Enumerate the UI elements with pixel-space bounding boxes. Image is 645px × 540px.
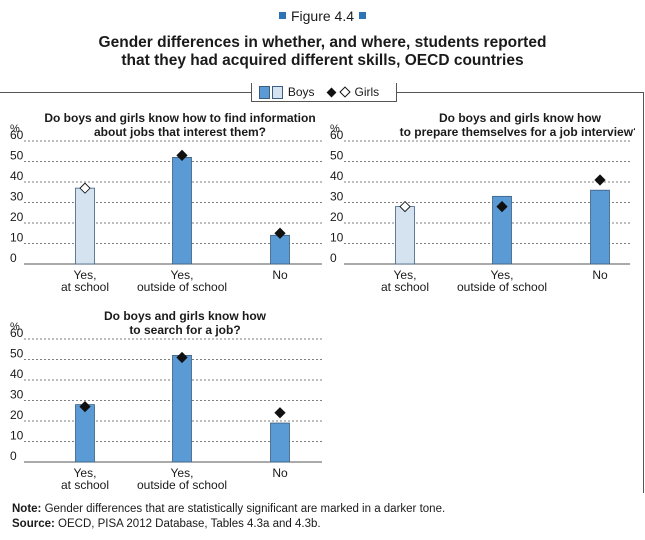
chart-title-line: that they had acquired different skills,… xyxy=(121,52,524,69)
marker-girls xyxy=(79,182,91,194)
source-text: OECD, PISA 2012 Database, Tables 4.3a an… xyxy=(54,518,321,530)
legend-boys-dark-swatch xyxy=(258,85,270,99)
chart-title-line: Gender differences in whether, and where… xyxy=(98,34,547,51)
x-category-label: outside of school xyxy=(137,478,227,492)
x-category-label: Yes, xyxy=(171,466,194,480)
legend-boys-light-swatch xyxy=(271,85,283,99)
square-bullet-icon xyxy=(278,12,286,19)
marker-girls xyxy=(176,149,188,161)
marker-girls xyxy=(274,407,286,419)
bar-boys xyxy=(75,404,95,463)
y-tick-label: 40 xyxy=(10,367,24,381)
x-category-label: No xyxy=(592,268,608,282)
y-tick-label: 40 xyxy=(10,169,24,183)
y-tick-label: 10 xyxy=(10,231,24,245)
bar-boys xyxy=(590,189,610,265)
chart-panel-jobs-information: Do boys and girls know how to find infor… xyxy=(10,111,322,294)
y-tick-label: 20 xyxy=(330,210,344,224)
x-category-label: Yes, xyxy=(74,268,97,282)
square-bullet-icon xyxy=(359,12,367,19)
x-category-label: outside of school xyxy=(137,280,227,294)
legend-girls-light-diamond-icon xyxy=(338,86,351,98)
marker-girls xyxy=(79,401,91,413)
y-tick-label: 50 xyxy=(10,347,24,361)
bar-boys xyxy=(172,157,192,265)
y-axis-unit-label: % xyxy=(10,123,20,135)
bar-boys xyxy=(492,195,512,265)
y-tick-label: 0 xyxy=(10,251,17,265)
y-tick-label: 20 xyxy=(10,408,24,422)
y-tick-label: 30 xyxy=(10,190,24,204)
legend-girls-dark-diamond-icon xyxy=(326,87,336,97)
y-tick-label: 50 xyxy=(10,149,24,163)
marker-girls xyxy=(274,227,286,239)
x-category-label: at school xyxy=(381,280,429,294)
marker-girls xyxy=(399,200,411,213)
panel-title-line: to search for a job? xyxy=(129,323,240,337)
source-label: Source: xyxy=(12,518,55,530)
y-tick-label: 40 xyxy=(330,169,344,183)
bar-boys xyxy=(395,206,415,265)
chart-title: Gender differences in whether, and where… xyxy=(40,34,605,70)
x-category-label: Yes, xyxy=(74,466,97,480)
y-axis-unit-label: % xyxy=(330,123,340,135)
y-tick-label: 60 xyxy=(330,128,344,142)
x-category-label: at school xyxy=(61,478,109,492)
y-tick-label: 0 xyxy=(330,251,337,265)
panel-title-line: about jobs that interest them? xyxy=(94,125,266,139)
legend-boys-label: Boys xyxy=(287,85,315,99)
x-category-label: Yes, xyxy=(491,268,514,282)
figure-number: Figure 4.4 xyxy=(290,8,355,24)
panel-title-line: to prepare themselves for a job intervie… xyxy=(400,125,635,139)
footnote: Note: Gender differences that are statis… xyxy=(12,502,445,532)
x-category-label: at school xyxy=(61,280,109,294)
x-category-label: Yes, xyxy=(171,268,194,282)
marker-girls xyxy=(176,351,188,364)
legend: Boys Girls xyxy=(251,83,397,102)
panel-title-line: Do boys and girls know how xyxy=(439,111,602,125)
marker-girls xyxy=(594,174,606,186)
bar-boys xyxy=(172,355,192,463)
marker-girls xyxy=(496,200,508,213)
y-tick-label: 20 xyxy=(10,210,24,224)
y-tick-label: 50 xyxy=(330,149,344,163)
source-line: Source: OECD, PISA 2012 Database, Tables… xyxy=(12,517,445,532)
note-line: Note: Gender differences that are statis… xyxy=(12,502,445,517)
y-tick-label: 10 xyxy=(330,231,344,245)
panel-title-line: Do boys and girls know how xyxy=(104,309,267,323)
x-category-label: No xyxy=(272,268,288,282)
y-tick-label: 10 xyxy=(10,429,24,443)
y-tick-label: 60 xyxy=(10,326,24,340)
y-tick-label: 30 xyxy=(330,190,344,204)
note-text: Gender differences that are statisticall… xyxy=(41,503,446,515)
bar-boys xyxy=(75,187,95,265)
y-tick-label: 60 xyxy=(10,128,24,142)
legend-girls-label: Girls xyxy=(354,85,380,99)
x-category-label: outside of school xyxy=(457,280,547,294)
y-tick-label: 30 xyxy=(10,388,24,402)
panel-title-line: Do boys and girls know how to find infor… xyxy=(44,111,315,125)
bar-boys xyxy=(270,422,290,463)
x-category-label: No xyxy=(272,466,288,480)
bar-boys xyxy=(270,234,290,265)
y-tick-label: 0 xyxy=(10,449,17,463)
x-category-label: Yes, xyxy=(394,268,417,282)
note-label: Note: xyxy=(12,503,42,515)
y-axis-unit-label: % xyxy=(10,321,20,333)
figure-label: Figure 4.4 xyxy=(0,8,645,24)
